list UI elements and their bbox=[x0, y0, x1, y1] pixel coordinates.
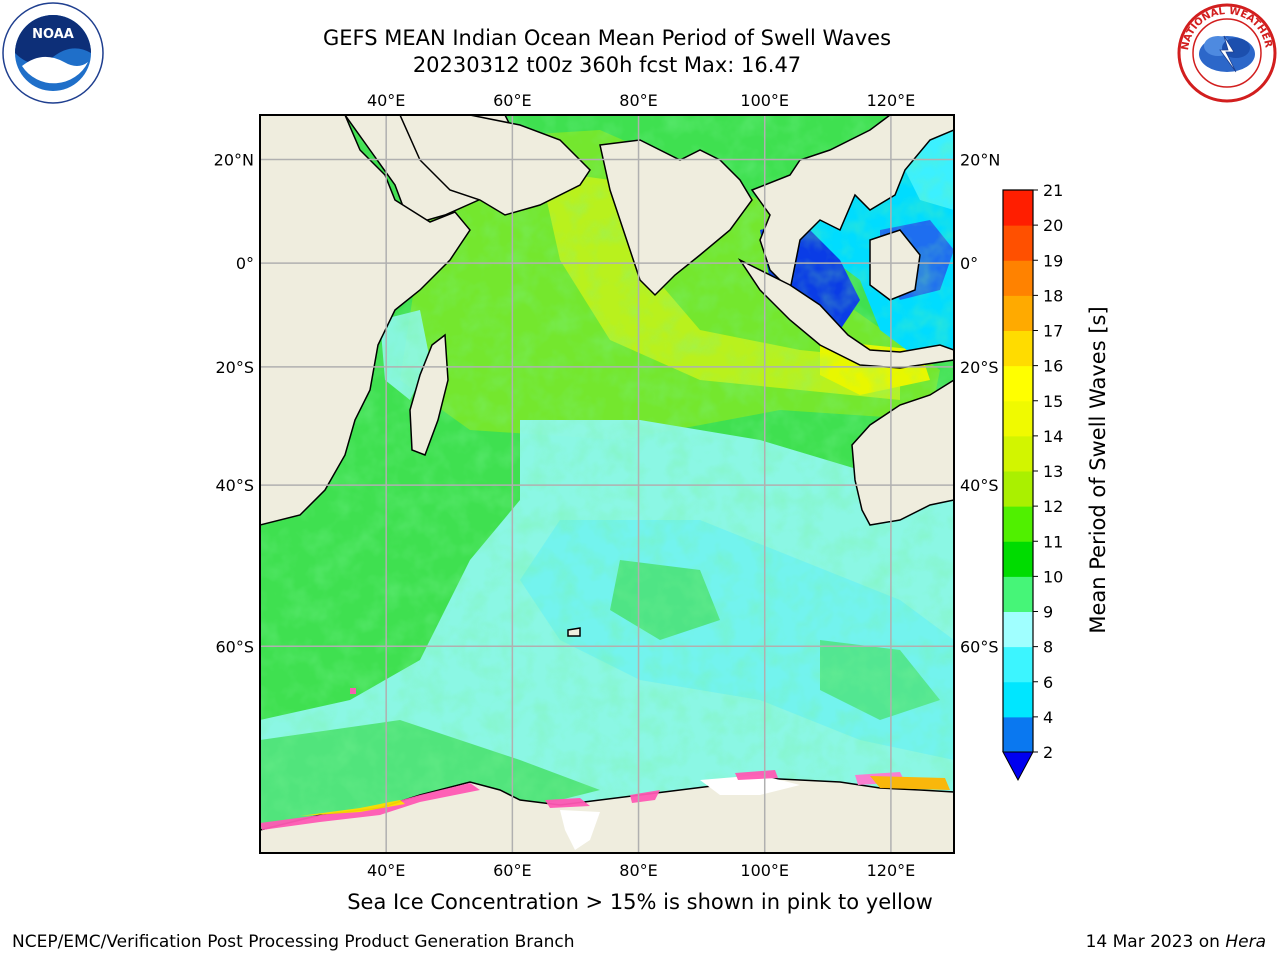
colorbar-segment bbox=[1003, 260, 1033, 296]
land-kerguelen bbox=[567, 627, 581, 637]
colorbar-segment bbox=[1003, 506, 1033, 542]
map-frame bbox=[259, 114, 955, 854]
lon-label-top: 120°E bbox=[867, 91, 916, 110]
land-indochina bbox=[750, 115, 954, 292]
colorbar-segment bbox=[1003, 611, 1033, 648]
colorbar-tick-label: 13 bbox=[1043, 462, 1063, 481]
footer-host: Hera bbox=[1225, 932, 1266, 952]
colorbar-tick-label: 16 bbox=[1043, 357, 1063, 376]
colorbar-tick-label: 9 bbox=[1043, 603, 1053, 622]
lon-label-bottom: 80°E bbox=[619, 861, 657, 880]
colorbar-segment bbox=[1003, 190, 1033, 226]
lat-label-right: 20°N bbox=[960, 151, 1000, 170]
map-title: GEFS MEAN Indian Ocean Mean Period of Sw… bbox=[322, 26, 892, 50]
lon-label-bottom: 100°E bbox=[740, 861, 789, 880]
colorbar-segment bbox=[1003, 576, 1033, 612]
tick-labels: 40°E 40°E 60°E 60°E 80°E 80°E 100°E 100°E 120°E 1… bbox=[214, 91, 1001, 880]
footer-date-text: 14 Mar 2023 on bbox=[1085, 932, 1226, 952]
map-area bbox=[260, 115, 954, 853]
colorbar-segment bbox=[1003, 471, 1033, 507]
colorbar-tick-label: 17 bbox=[1043, 322, 1063, 341]
land-madagascar bbox=[409, 333, 449, 456]
lat-label-left: 60°S bbox=[215, 637, 254, 656]
colorbar-tick-label: 10 bbox=[1043, 567, 1063, 586]
lon-label-bottom: 120°E bbox=[867, 861, 916, 880]
colorbar-tick-label: 4 bbox=[1043, 708, 1053, 727]
sea-ice-caption: Sea Ice Concentration > 15% is shown in … bbox=[347, 890, 933, 914]
land bbox=[260, 115, 954, 853]
lon-label-top: 40°E bbox=[367, 91, 405, 110]
lon-label-top: 60°E bbox=[493, 91, 531, 110]
lon-label-bottom: 40°E bbox=[367, 861, 405, 880]
colorbar-tick-label: 11 bbox=[1043, 532, 1063, 551]
sea-ice bbox=[260, 688, 950, 830]
footer-credit: NCEP/EMC/Verification Post Processing Pr… bbox=[12, 932, 575, 952]
land-indonesia bbox=[737, 258, 954, 369]
colorbar-segment bbox=[1003, 330, 1033, 367]
colorbar-segment bbox=[1003, 646, 1033, 683]
colorbar-tick-label: 6 bbox=[1043, 673, 1053, 692]
colorbar-segment bbox=[1003, 365, 1033, 402]
lat-label-left: 20°S bbox=[215, 358, 254, 377]
lon-label-top: 80°E bbox=[619, 91, 657, 110]
lat-label-right: 40°S bbox=[960, 476, 999, 495]
lat-label-left: 40°S bbox=[215, 476, 254, 495]
nws-logo: NATIONAL WEATHER SERVICE bbox=[1176, 2, 1277, 103]
colorbar-segment bbox=[1003, 541, 1033, 577]
colorbar-tick-label: 2 bbox=[1043, 743, 1053, 762]
noaa-logo: NOAA bbox=[2, 2, 104, 104]
colorbar-segment bbox=[1003, 295, 1033, 331]
colorbar-segment bbox=[1003, 400, 1033, 437]
lat-label-right: 0° bbox=[960, 254, 978, 273]
land-australia bbox=[851, 379, 954, 526]
colorbar-segment bbox=[1003, 681, 1033, 718]
noaa-logo-text: NOAA bbox=[32, 27, 74, 42]
colorbar-tick-label: 20 bbox=[1043, 216, 1063, 235]
colorbar-tick-label: 18 bbox=[1043, 286, 1063, 305]
lat-label-right: 60°S bbox=[960, 637, 999, 656]
lon-label-top: 100°E bbox=[740, 91, 789, 110]
colorbar-tick-label: 12 bbox=[1043, 497, 1063, 516]
colorbar-tick-label: 19 bbox=[1043, 251, 1063, 270]
graticule bbox=[260, 115, 954, 853]
map-subtitle: 20230312 t00z 360h fcst Max: 16.47 bbox=[412, 53, 802, 77]
colorbar-tick-label: 15 bbox=[1043, 392, 1063, 411]
colorbar-tick-label: 8 bbox=[1043, 638, 1053, 657]
colorbar-tick-label: 14 bbox=[1043, 427, 1063, 446]
colorbar-extend-triangle bbox=[1002, 751, 1034, 782]
colorbar-segment bbox=[1003, 435, 1033, 472]
lat-label-left: 0° bbox=[236, 254, 254, 273]
lon-label-bottom: 60°E bbox=[493, 861, 531, 880]
colorbar-segment bbox=[1003, 225, 1033, 261]
colorbar-label: Mean Period of Swell Waves [s] bbox=[1086, 306, 1110, 634]
footer-date: 14 Mar 2023 on Hera bbox=[1086, 932, 1266, 952]
colorbar: 2 4 6 8 9 10 11 12 13 14 15 16 17 18 19 20 21 bbox=[1002, 181, 1063, 782]
lat-label-left: 20°N bbox=[214, 151, 254, 170]
land-borneo bbox=[869, 229, 921, 301]
lat-label-right: 20°S bbox=[960, 358, 999, 377]
land-africa bbox=[260, 115, 471, 526]
colorbar-tick-label: 21 bbox=[1043, 181, 1063, 200]
colorbar-segment bbox=[1003, 716, 1033, 753]
